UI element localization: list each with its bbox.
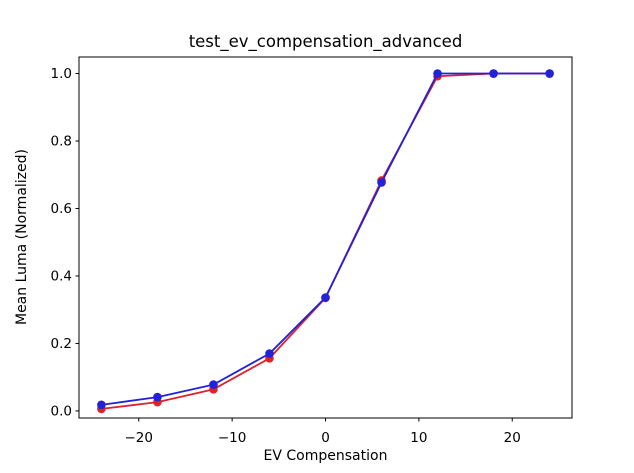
y-tick-label: 0.6: [51, 201, 72, 217]
y-axis-label: Mean Luma (Normalized): [14, 149, 30, 326]
blue-series-marker: [265, 349, 274, 358]
y-tick-label: 0.8: [51, 134, 72, 150]
axes-frame: [78, 56, 573, 419]
blue-series-marker: [433, 69, 442, 78]
chart-title: test_ev_compensation_advanced: [188, 32, 463, 51]
blue-series-marker: [321, 293, 330, 302]
y-tick-label: 0.2: [51, 336, 72, 352]
blue-series-marker: [209, 380, 218, 389]
blue-series-marker: [377, 178, 386, 187]
y-tick-label: 1.0: [51, 66, 72, 82]
x-tick-label: 0: [321, 430, 330, 446]
red-series-line: [101, 72, 550, 410]
x-axis-label: EV Compensation: [263, 448, 388, 464]
blue-series-marker: [545, 69, 554, 78]
blue-series-marker: [153, 392, 162, 402]
blue-series-line: [101, 72, 550, 406]
y-tick-label: 0.4: [51, 268, 72, 284]
x-tick-label: 10: [410, 430, 427, 446]
x-tick-label: −20: [125, 430, 154, 446]
y-tick-label: 0.0: [51, 403, 72, 419]
x-tick-label: −10: [218, 430, 247, 446]
x-tick-label: 20: [504, 430, 521, 446]
blue-series-marker: [97, 400, 106, 410]
blue-series-marker: [489, 69, 498, 78]
